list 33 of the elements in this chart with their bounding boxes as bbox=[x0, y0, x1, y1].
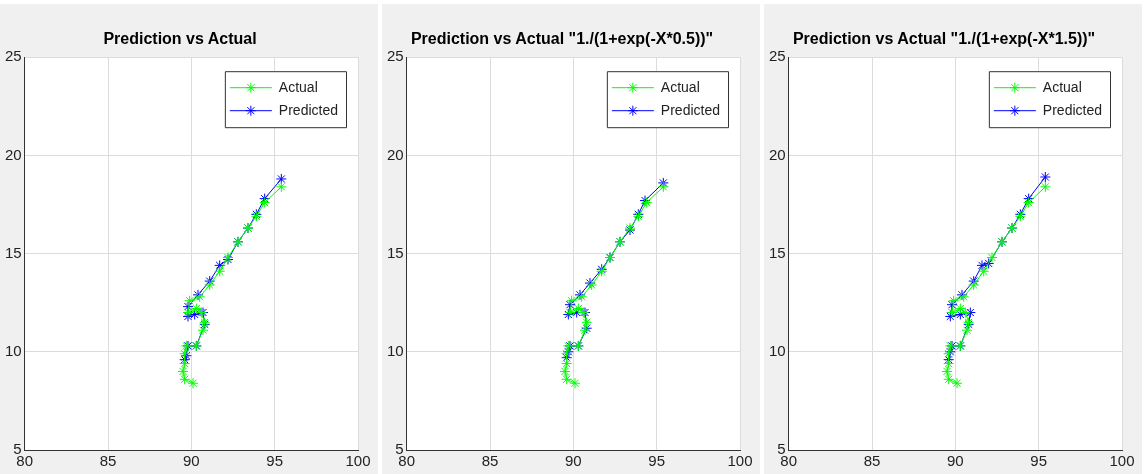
x-tick-label: 90 bbox=[183, 452, 200, 470]
chart-title: Prediction vs Actual "1./(1+exp(-X*1.5))" bbox=[792, 30, 1096, 48]
y-tick-label: 15 bbox=[769, 243, 786, 261]
x-tick-label: 90 bbox=[565, 452, 582, 470]
legend-label: Predicted bbox=[660, 101, 721, 118]
x-tick-label: 100 bbox=[345, 452, 371, 470]
x-tick-label: 95 bbox=[1030, 452, 1048, 470]
y-tick-label: 25 bbox=[769, 47, 786, 65]
y-tick-label: 10 bbox=[387, 341, 404, 359]
y-tick-label: 25 bbox=[387, 47, 404, 65]
legend-label: Predicted bbox=[1042, 101, 1103, 118]
legend-label: Predicted bbox=[278, 101, 339, 118]
legend-label: Actual bbox=[660, 78, 700, 95]
y-tick-label: 15 bbox=[5, 243, 22, 261]
x-tick-label: 95 bbox=[648, 452, 666, 470]
x-tick-label: 95 bbox=[266, 452, 284, 470]
x-tick-label: 85 bbox=[481, 452, 499, 470]
x-tick-label: 100 bbox=[727, 452, 753, 470]
y-tick-label: 20 bbox=[387, 145, 404, 163]
y-tick-label: 10 bbox=[5, 341, 22, 359]
chart-title: Prediction vs Actual bbox=[103, 30, 257, 48]
x-tick-label: 90 bbox=[947, 452, 964, 470]
legend-label: Actual bbox=[278, 78, 318, 95]
y-tick-label: 20 bbox=[5, 145, 22, 163]
y-tick-label: 10 bbox=[769, 341, 786, 359]
x-tick-label: 85 bbox=[99, 452, 117, 470]
x-tick-label: 85 bbox=[863, 452, 881, 470]
legend-label: Actual bbox=[1042, 78, 1082, 95]
y-tick-label: 15 bbox=[387, 243, 404, 261]
chart-title: Prediction vs Actual "1./(1+exp(-X*0.5))" bbox=[410, 30, 714, 48]
y-tick-label: 20 bbox=[769, 145, 786, 163]
y-tick-label: 25 bbox=[5, 47, 22, 65]
x-tick-label: 100 bbox=[1109, 452, 1135, 470]
